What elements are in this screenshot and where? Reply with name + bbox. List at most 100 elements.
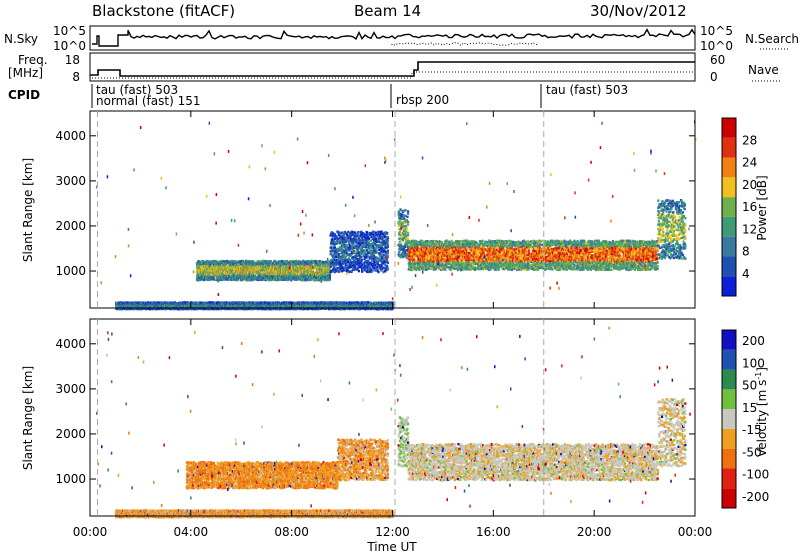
freq-label-1: Freq. bbox=[18, 53, 48, 67]
power-cell bbox=[270, 260, 272, 262]
power-cell bbox=[338, 253, 340, 255]
power-cell bbox=[473, 263, 475, 265]
power-cell bbox=[358, 270, 360, 272]
power-cell bbox=[226, 277, 228, 279]
power-cell bbox=[464, 240, 466, 242]
power-cell bbox=[361, 259, 363, 261]
power-cell bbox=[408, 268, 410, 270]
power-cell bbox=[376, 250, 378, 252]
power-cell bbox=[512, 241, 514, 243]
power-cell bbox=[407, 210, 409, 212]
power-cell bbox=[340, 260, 342, 262]
power-cell bbox=[403, 210, 405, 212]
power-cell bbox=[528, 260, 530, 262]
power-cell bbox=[405, 230, 407, 232]
power-cell bbox=[295, 262, 297, 264]
nave-tick-bottom: 0 bbox=[710, 70, 718, 84]
power-cell bbox=[399, 208, 401, 210]
power-cell bbox=[399, 256, 401, 258]
power-cell bbox=[418, 269, 420, 271]
power-cell bbox=[348, 270, 350, 272]
power-cell bbox=[528, 241, 530, 243]
power-cell bbox=[403, 225, 405, 227]
power-cell bbox=[345, 255, 347, 257]
power-cell bbox=[468, 259, 470, 261]
power-cell bbox=[374, 267, 376, 269]
power-cell bbox=[364, 269, 366, 271]
power-cell bbox=[540, 257, 542, 259]
power-cell bbox=[387, 236, 389, 238]
power-cell bbox=[329, 274, 331, 276]
radar-figure: Blackstone (fitACF) Beam 14 30/Nov/2012 … bbox=[0, 0, 800, 554]
power-cell bbox=[498, 255, 500, 257]
power-cell bbox=[353, 269, 355, 271]
power-cell bbox=[485, 241, 487, 243]
power-cell bbox=[379, 245, 381, 247]
power-cell bbox=[357, 250, 359, 252]
power-cell bbox=[345, 268, 347, 270]
power-cell bbox=[483, 246, 485, 248]
power-cell bbox=[446, 241, 448, 243]
power-cell bbox=[498, 240, 500, 242]
power-cell bbox=[403, 218, 405, 220]
power-cell bbox=[467, 250, 469, 252]
power-cell bbox=[423, 263, 425, 265]
power-cell bbox=[407, 234, 409, 236]
power-cell bbox=[441, 241, 443, 243]
power-cell bbox=[415, 260, 417, 262]
power-cell bbox=[432, 253, 434, 255]
power-cell bbox=[329, 276, 331, 278]
nsky-series bbox=[92, 30, 695, 46]
power-cell bbox=[406, 216, 408, 218]
power-cell bbox=[377, 271, 379, 273]
nsky-line bbox=[92, 30, 695, 46]
power-cell bbox=[345, 238, 347, 240]
power-cell bbox=[366, 231, 368, 233]
nsearch-label: N.Search bbox=[745, 32, 799, 46]
power-cell bbox=[450, 269, 452, 271]
power-cell bbox=[360, 262, 362, 264]
power-cell bbox=[398, 251, 400, 253]
power-cell bbox=[369, 266, 371, 268]
power-cell bbox=[507, 255, 509, 257]
power-cell bbox=[368, 237, 370, 239]
power-cell bbox=[362, 242, 364, 244]
beam-title: Beam 14 bbox=[354, 2, 421, 20]
power-cell bbox=[507, 241, 509, 243]
nsearch-tick-top: 10^5 bbox=[700, 24, 733, 38]
power-cell bbox=[427, 240, 429, 242]
nsky-strip-frame bbox=[90, 26, 695, 50]
power-cell bbox=[377, 261, 379, 263]
power-cell bbox=[364, 250, 366, 252]
station-title: Blackstone (fitACF) bbox=[92, 2, 235, 20]
cpid-label: CPID bbox=[8, 88, 40, 102]
date-title: 30/Nov/2012 bbox=[590, 2, 687, 20]
power-cell bbox=[399, 237, 401, 239]
freq-tick-bottom: 8 bbox=[72, 70, 80, 84]
power-cell bbox=[381, 231, 383, 233]
freq-label-2: [MHz] bbox=[8, 66, 43, 80]
power-cell bbox=[387, 268, 389, 270]
power-cell bbox=[367, 260, 369, 262]
power-cell bbox=[387, 252, 389, 254]
power-cell bbox=[347, 269, 349, 271]
nsky-tick-top: 10^5 bbox=[53, 24, 86, 38]
cpid-entry-2: normal (fast) 151 bbox=[96, 94, 200, 108]
power-cell bbox=[405, 209, 407, 211]
power-cell bbox=[207, 279, 209, 281]
power-cell bbox=[415, 266, 417, 268]
power-cell bbox=[338, 271, 340, 273]
power-cell bbox=[512, 257, 514, 259]
power-cell bbox=[416, 241, 418, 243]
power-cell bbox=[407, 232, 409, 234]
power-cell bbox=[538, 262, 540, 264]
power-cell bbox=[507, 268, 509, 270]
power-cell bbox=[407, 223, 409, 225]
cpid-entry-4: tau (fast) 503 bbox=[546, 83, 628, 97]
nave-tick-top: 60 bbox=[710, 53, 725, 67]
power-cell bbox=[384, 236, 386, 238]
power-cell bbox=[359, 239, 361, 241]
power-cell bbox=[431, 255, 433, 257]
power-cell bbox=[387, 246, 389, 248]
power-cell bbox=[331, 238, 333, 240]
